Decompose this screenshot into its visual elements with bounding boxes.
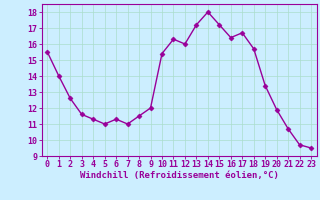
X-axis label: Windchill (Refroidissement éolien,°C): Windchill (Refroidissement éolien,°C) bbox=[80, 171, 279, 180]
